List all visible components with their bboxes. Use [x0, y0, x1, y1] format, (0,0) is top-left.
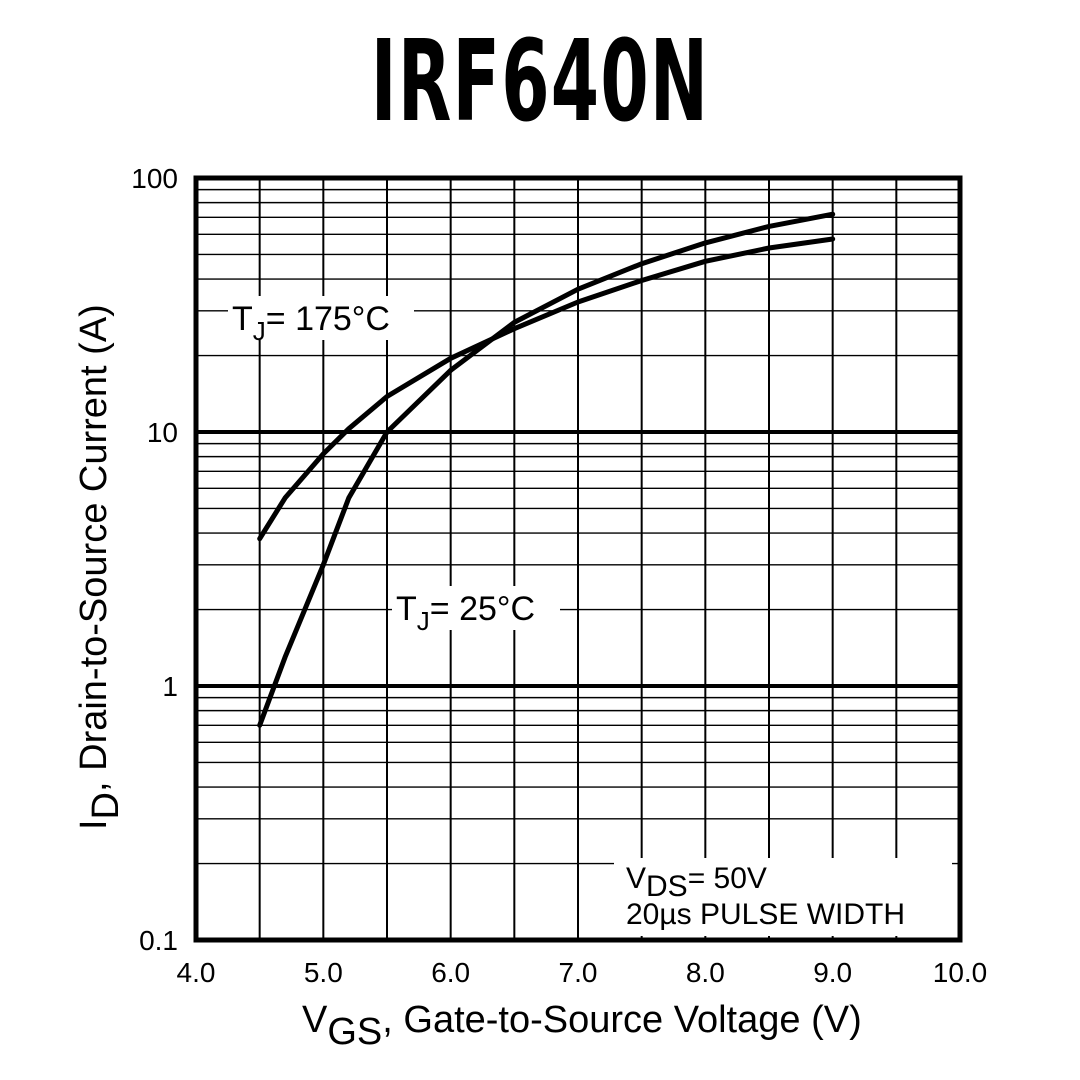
x-axis-subscript: GS	[327, 1011, 382, 1053]
x-tick-label: 10.0	[933, 957, 988, 988]
note-vds-symbol: V	[626, 862, 646, 895]
annotation-175: TJ= 175°C	[232, 300, 390, 346]
page-title: IRF640N	[370, 17, 710, 147]
x-tick-labels: 4.0 5.0 6.0 7.0 8.0 9.0 10.0	[177, 957, 988, 988]
x-tick-label: 5.0	[304, 957, 343, 988]
plot-frame	[193, 175, 963, 943]
annotation-25-value: = 25°C	[430, 590, 535, 628]
chart-grid	[196, 178, 960, 940]
y-axis-subscript: D	[85, 792, 127, 819]
note-vds-value: = 50V	[688, 862, 767, 895]
x-axis-symbol: V	[302, 999, 328, 1041]
annotation-175-value: = 175°C	[266, 300, 390, 338]
y-axis-title: ID, Drain-to-Source Current (A)	[73, 304, 127, 830]
series-layer	[257, 211, 836, 728]
annotation-25: TJ= 25°C	[396, 590, 535, 636]
note-bg	[614, 858, 952, 936]
y-tick-label: 100	[131, 163, 178, 194]
y-axis-symbol: I	[73, 819, 115, 830]
x-tick-label: 4.0	[177, 957, 216, 988]
series-line-25c	[257, 211, 836, 728]
annotation-bg-25	[392, 586, 560, 630]
y-axis-text: , Drain-to-Source Current (A)	[73, 304, 115, 792]
x-tick-label: 8.0	[686, 957, 725, 988]
x-tick-label: 9.0	[813, 957, 852, 988]
x-axis-text: , Gate-to-Source Voltage (V)	[382, 999, 861, 1041]
y-tick-label: 0.1	[139, 925, 178, 956]
x-tick-label: 7.0	[559, 957, 598, 988]
y-tick-label: 1	[162, 671, 178, 702]
annotation-bg-175	[228, 296, 414, 340]
series-line-175c	[257, 236, 836, 542]
note-line-2: 20µs PULSE WIDTH	[626, 898, 905, 931]
x-tick-label: 6.0	[431, 957, 470, 988]
annotation-25-symbol: T	[396, 590, 417, 628]
annotation-175-subscript: J	[253, 316, 266, 346]
annotation-175-symbol: T	[232, 300, 253, 338]
note-vds-subscript: DS	[646, 870, 688, 903]
note-line-1: VDS= 50V	[626, 862, 767, 903]
x-axis-title: VGS, Gate-to-Source Voltage (V)	[302, 999, 862, 1053]
y-tick-label: 10	[147, 417, 178, 448]
y-tick-labels: 0.1 1 10 100	[131, 163, 178, 956]
annotation-25-subscript: J	[417, 606, 430, 636]
